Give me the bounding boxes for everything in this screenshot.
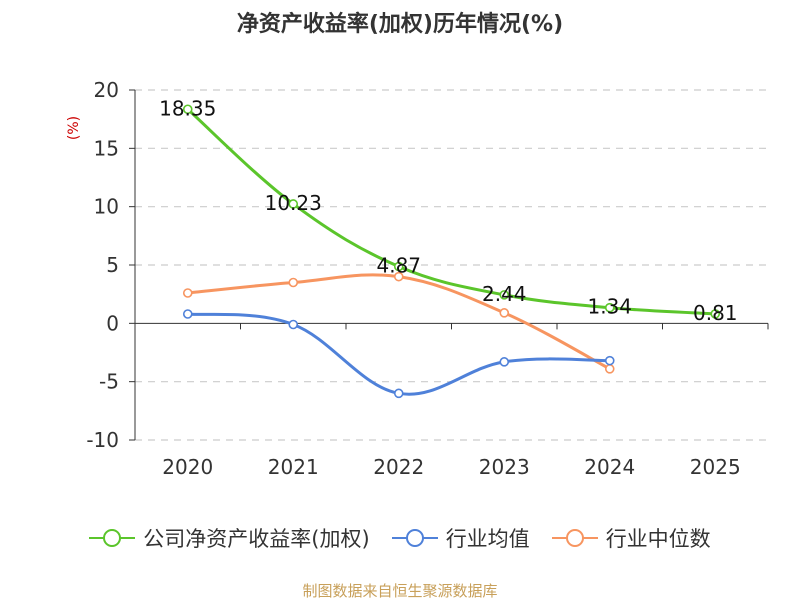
series-point-2-2022 bbox=[393, 271, 404, 282]
data-label-company-2024: 1.34 bbox=[587, 295, 632, 319]
series-point-1-2020 bbox=[182, 309, 193, 319]
series-point-1-2023 bbox=[499, 357, 510, 367]
y-tick-label: -10 bbox=[86, 428, 119, 452]
legend-item-company[interactable]: 公司净资产收益率(加权) bbox=[89, 523, 370, 553]
data-label-company-2023: 2.44 bbox=[482, 282, 527, 306]
x-tick-label-2023: 2023 bbox=[479, 455, 530, 479]
series-point-0-2022 bbox=[393, 261, 404, 272]
x-tick-label-2025: 2025 bbox=[690, 455, 741, 479]
legend: 公司净资产收益率(加权) 行业均值 行业中位数 bbox=[0, 518, 800, 558]
series-point-0-2023 bbox=[499, 290, 510, 300]
y-tick-label: 10 bbox=[94, 195, 119, 219]
legend-item-industry-avg[interactable]: 行业均值 bbox=[391, 523, 530, 553]
series-point-0-2021 bbox=[288, 199, 299, 209]
data-label-company-2025: 0.81 bbox=[693, 301, 738, 325]
axes bbox=[129, 89, 769, 441]
series-point-0-2024 bbox=[604, 302, 615, 313]
x-tick-label-2021: 2021 bbox=[268, 455, 319, 479]
y-tick-label: 5 bbox=[106, 253, 119, 277]
data-label-company-2021: 10.23 bbox=[265, 191, 322, 215]
x-tick-label-2024: 2024 bbox=[584, 455, 635, 479]
y-tick-label: 0 bbox=[106, 311, 119, 335]
series-line-0 bbox=[186, 108, 716, 316]
y-tick-label: -5 bbox=[99, 370, 119, 394]
y-tick-label: 15 bbox=[94, 136, 119, 160]
legend-swatch-company bbox=[89, 529, 136, 547]
x-tick-label-2022: 2022 bbox=[373, 455, 424, 479]
series-point-2-2024 bbox=[604, 364, 615, 374]
y-axis-unit-label: (%) bbox=[66, 116, 82, 140]
legend-label-industry-avg: 行业均值 bbox=[445, 527, 530, 551]
series-point-0-2020 bbox=[182, 104, 193, 115]
legend-label-company: 公司净资产收益率(加权) bbox=[143, 527, 370, 551]
series-point-0-2025 bbox=[710, 309, 721, 319]
series-point-2-2020 bbox=[182, 288, 193, 298]
chart-title: 净资产收益率(加权)历年情况(%) bbox=[236, 12, 564, 37]
legend-swatch-industry-median bbox=[551, 529, 598, 547]
series-line-2 bbox=[187, 273, 611, 371]
data-label-company-2022: 4.87 bbox=[376, 254, 421, 278]
series-point-1-2024 bbox=[604, 355, 615, 366]
x-tick-label-2020: 2020 bbox=[162, 455, 213, 479]
legend-swatch-industry-avg bbox=[391, 529, 438, 547]
series-point-2-2021 bbox=[288, 277, 299, 288]
data-label-company-2020: 18.35 bbox=[159, 96, 216, 120]
legend-item-industry-median[interactable]: 行业中位数 bbox=[551, 523, 711, 553]
series-point-1-2021 bbox=[288, 319, 299, 330]
series-group bbox=[182, 104, 721, 399]
y-tick-label: 20 bbox=[94, 78, 119, 102]
label-group: 20 15 10 5 0 -5 -10 2020 2021 2022 2023 2024 2025 (%)… bbox=[66, 78, 741, 479]
source-note: 制图数据来自恒生聚源数据库 bbox=[302, 582, 498, 600]
series-point-1-2022 bbox=[393, 388, 404, 399]
grid bbox=[135, 89, 768, 441]
legend-label-industry-median: 行业中位数 bbox=[605, 527, 711, 551]
series-point-2-2023 bbox=[499, 308, 510, 318]
